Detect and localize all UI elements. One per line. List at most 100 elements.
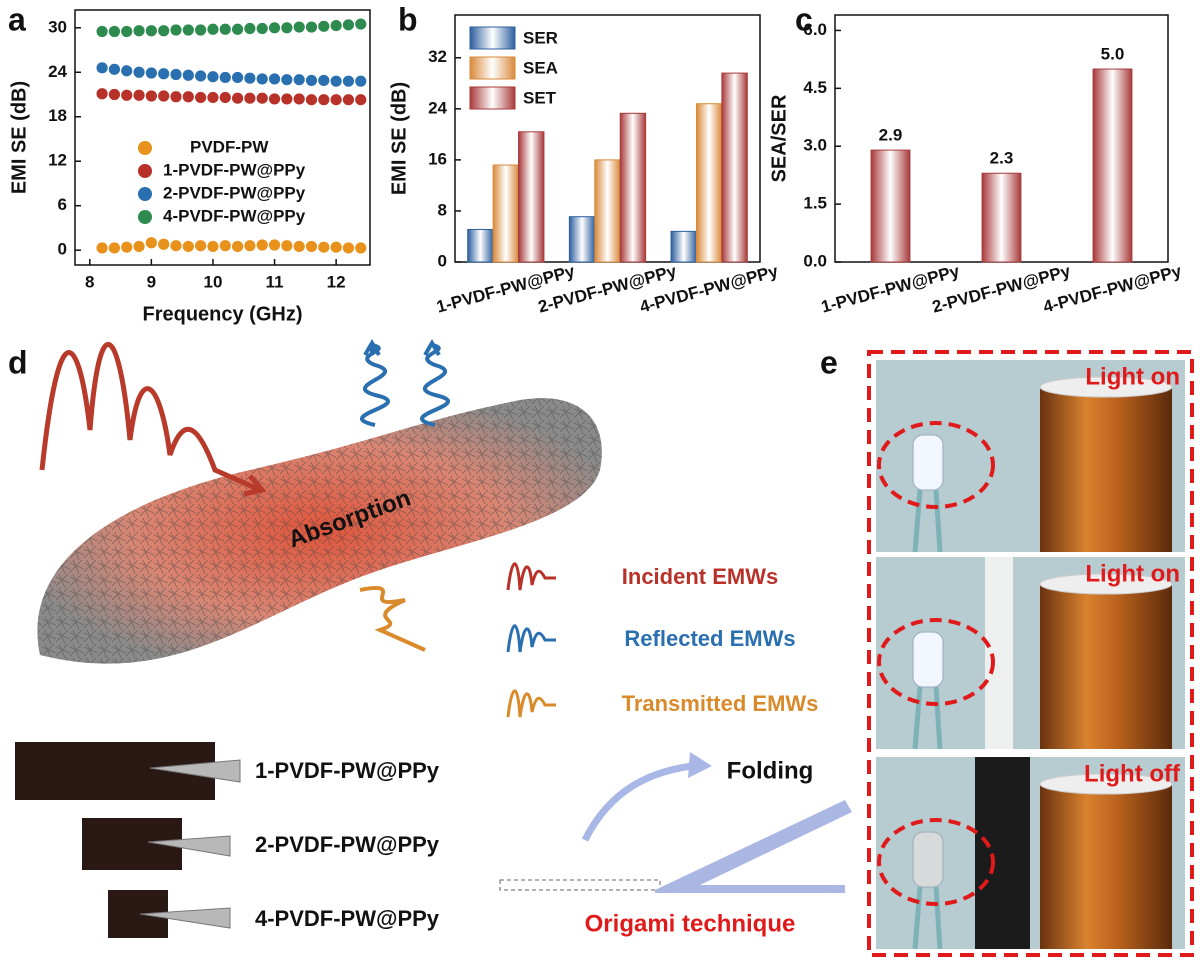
point	[181, 90, 195, 104]
plastic-sheet	[985, 557, 1013, 749]
y-axis-label: EMI SE (dB)	[388, 82, 410, 195]
point	[144, 24, 158, 38]
y-tick-label: 12	[48, 151, 67, 170]
incident-wave	[39, 341, 262, 493]
point	[157, 89, 171, 103]
bar	[870, 149, 911, 263]
point	[206, 70, 220, 84]
point	[255, 91, 269, 105]
coil-rim	[1039, 376, 1173, 398]
y-tick-label: 18	[48, 106, 67, 125]
legend-label: PVDF-PW	[190, 137, 269, 156]
point	[132, 65, 146, 79]
x-tick-label: 11	[266, 272, 284, 291]
legend-label: 2-PVDF-PW@PPy	[163, 183, 306, 202]
point	[95, 87, 109, 101]
point	[268, 21, 281, 35]
legend-label: SEA	[523, 58, 558, 77]
point	[243, 239, 257, 253]
point	[305, 93, 318, 107]
point	[255, 238, 269, 252]
point	[120, 64, 134, 78]
point	[317, 240, 331, 254]
point	[218, 71, 232, 84]
point	[206, 91, 220, 104]
x-tick-label: 9	[147, 272, 156, 291]
folded-sheet	[655, 800, 852, 893]
point	[243, 71, 257, 85]
y-tick-label: 0	[58, 240, 67, 259]
point	[132, 24, 146, 38]
reflected-wave	[360, 342, 390, 427]
point	[169, 68, 183, 81]
y-tick-label: 3.0	[803, 136, 827, 155]
point	[342, 74, 355, 88]
plot-frame	[74, 9, 371, 266]
point	[144, 66, 158, 80]
copper-coil	[1040, 782, 1172, 949]
legend-marker	[138, 187, 152, 201]
sample-label: 2-PVDF-PW@PPy	[255, 832, 440, 857]
point	[206, 240, 220, 253]
transmitted-wave	[359, 585, 426, 652]
y-tick-label: 24	[428, 98, 447, 117]
legend-marker	[138, 141, 152, 155]
y-tick-label: 8	[438, 200, 447, 219]
point	[194, 239, 208, 253]
bar	[594, 159, 621, 263]
legend-marker	[138, 164, 152, 178]
sample-label: 4-PVDF-PW@PPy	[255, 906, 440, 931]
led-legs	[912, 886, 943, 950]
point	[132, 88, 146, 102]
bar	[670, 230, 697, 263]
y-tick-label: 24	[48, 62, 67, 81]
led-legs	[912, 489, 943, 553]
sample-label: 1-PVDF-PW@PPy	[255, 758, 440, 783]
coil-rim	[1039, 773, 1173, 795]
point	[268, 72, 281, 86]
point	[255, 72, 269, 86]
sample-sheet	[975, 757, 1030, 949]
legend-icon	[506, 624, 556, 653]
bar	[981, 172, 1022, 263]
copper-coil	[1040, 582, 1172, 749]
legend-label: 4-PVDF-PW@PPy	[163, 206, 306, 225]
point	[218, 239, 232, 253]
point	[169, 23, 183, 37]
point	[181, 68, 195, 82]
point	[305, 240, 318, 253]
panel-label: e	[820, 344, 838, 380]
y-tick-label: 32	[428, 47, 447, 66]
point	[144, 89, 158, 103]
led	[912, 434, 944, 491]
point	[329, 19, 343, 32]
point	[157, 67, 171, 81]
point	[120, 240, 134, 254]
point	[354, 241, 368, 255]
led	[912, 831, 944, 888]
value-label: 2.9	[879, 126, 903, 145]
x-tick-label: 10	[203, 272, 222, 291]
point	[354, 93, 368, 107]
point	[157, 24, 171, 38]
point	[243, 91, 257, 105]
point	[108, 62, 121, 76]
legend-label: 1-PVDF-PW@PPy	[163, 160, 306, 179]
point	[292, 20, 306, 34]
y-axis-label: EMI SE (dB)	[8, 81, 30, 194]
y-tick-label: 0	[438, 251, 447, 270]
point	[317, 19, 331, 33]
point	[95, 241, 109, 255]
point	[354, 74, 368, 88]
y-tick-label: 6	[58, 195, 67, 214]
point	[108, 25, 121, 38]
point	[231, 22, 244, 36]
panel-label: c	[795, 1, 813, 37]
legend-label: Reflected EMWs	[624, 626, 795, 651]
point	[305, 74, 318, 87]
point	[169, 239, 183, 253]
bar	[492, 164, 520, 263]
y-tick-label: 4.5	[803, 78, 827, 97]
point	[231, 240, 244, 253]
reflected-wave	[420, 343, 450, 427]
